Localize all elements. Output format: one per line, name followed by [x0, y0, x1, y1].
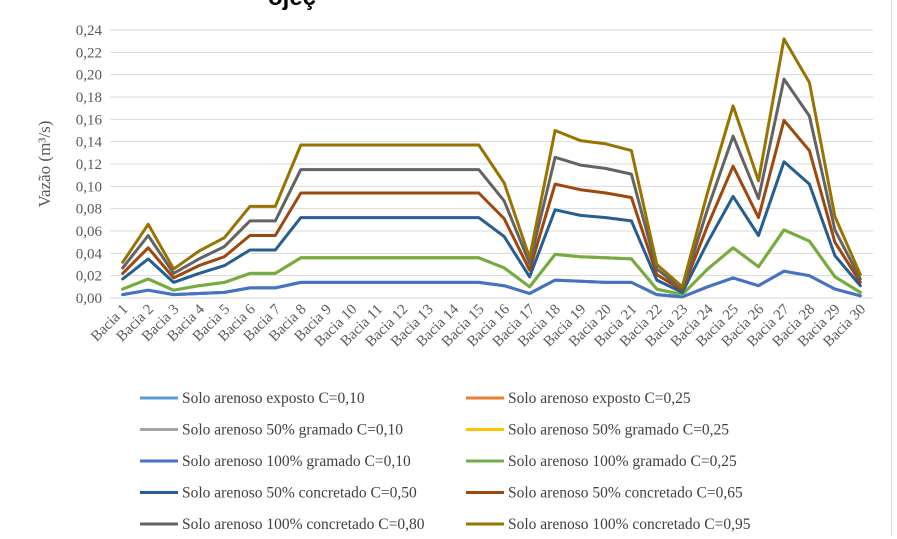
legend-label: Solo arenoso 100% gramado C=0,25 [508, 453, 737, 470]
y-tick-label: 0,04 [76, 246, 103, 262]
legend-label: Solo arenoso 100% gramado C=0,10 [182, 453, 411, 470]
y-tick-label: 0,10 [76, 179, 102, 195]
y-tick-label: 0,00 [76, 291, 102, 307]
legend-label: Solo arenoso 50% concretado C=0,50 [182, 485, 417, 502]
gridlines [110, 29, 873, 299]
legend-label: Solo arenoso exposto C=0,25 [508, 390, 691, 407]
y-tick-label: 0,18 [76, 90, 102, 106]
y-tick-label: 0,16 [76, 112, 103, 128]
legend-label: Solo arenoso exposto C=0,10 [182, 390, 365, 407]
chart-title-text: ojeç [268, 0, 316, 12]
y-tick-label: 0,14 [76, 135, 103, 151]
legend-label: Solo arenoso 50% gramado C=0,25 [508, 422, 729, 439]
legend: Solo arenoso exposto C=0,10 Solo arenoso … [140, 390, 751, 533]
legend-label: Solo arenoso 50% concretado C=0,65 [508, 485, 743, 502]
y-tick-label: 0,08 [76, 202, 102, 218]
series-line [121, 118, 862, 292]
series-line [121, 228, 862, 297]
series-line [121, 77, 862, 291]
legend-label: Solo arenoso 100% concretado C=0,95 [508, 516, 751, 533]
legend-label: Solo arenoso 50% gramado C=0,10 [182, 422, 403, 439]
series-line [121, 37, 862, 289]
chart-title-fragment: ojeç [0, 0, 897, 24]
y-tick-label: 0,22 [76, 45, 102, 61]
y-tick-label: 0,02 [76, 269, 102, 285]
y-axis-title: Vazão (m³/s) [35, 121, 54, 208]
y-tick-label: 0,06 [76, 224, 103, 240]
y-tick-label: 0,20 [76, 68, 102, 84]
series-lines [121, 37, 862, 299]
series-line [121, 160, 862, 294]
legend-label: Solo arenoso 100% concretado C=0,80 [182, 516, 425, 533]
y-tick-label: 0,12 [76, 157, 102, 173]
y-tick-label: 0,24 [76, 23, 103, 39]
series-line [121, 269, 862, 299]
